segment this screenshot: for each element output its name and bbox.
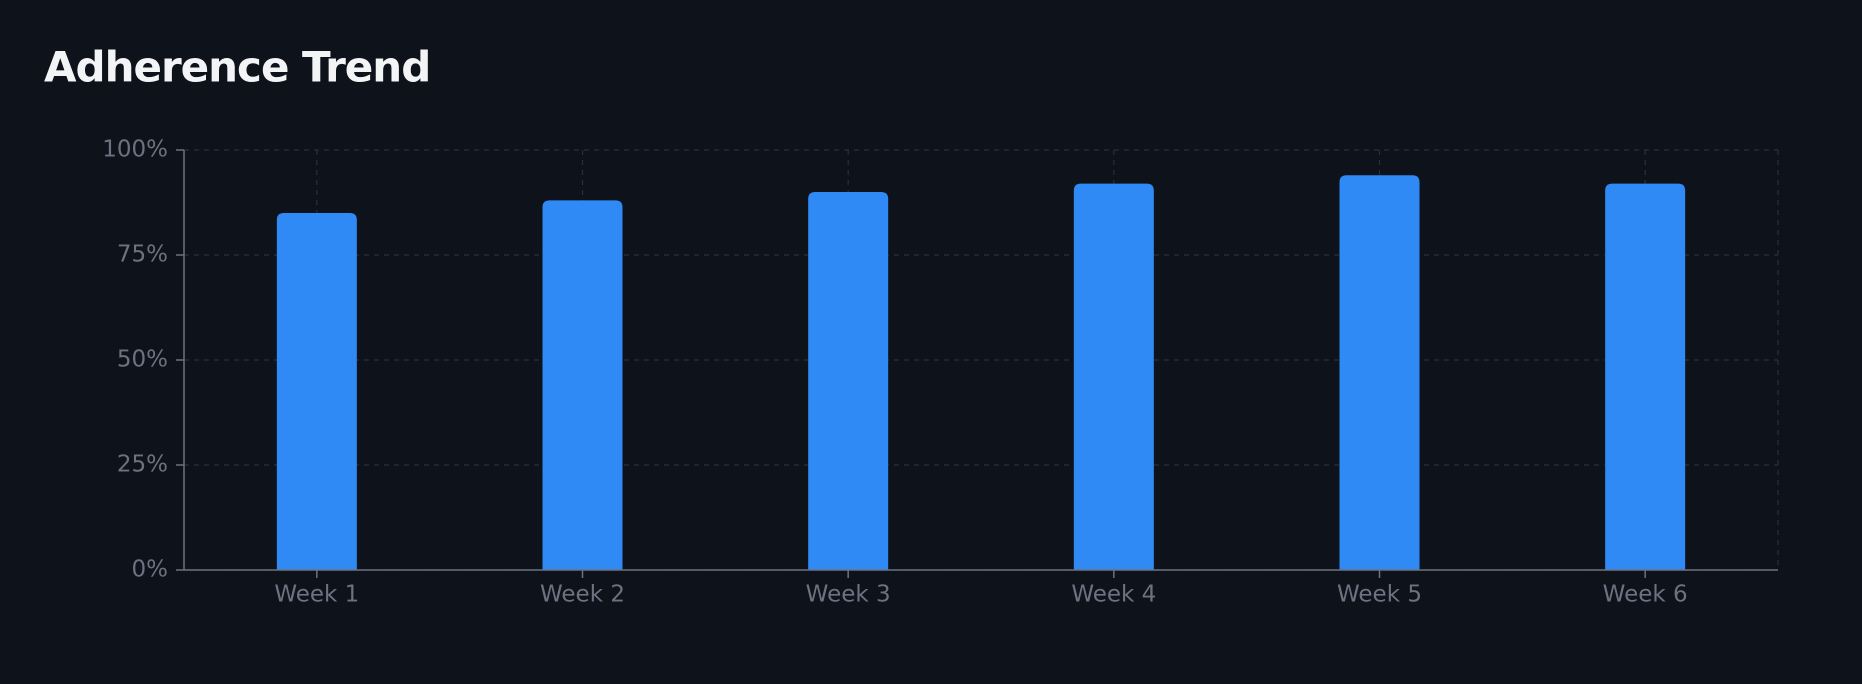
y-tick-label: 50%	[117, 347, 168, 373]
bar	[276, 213, 357, 570]
y-tick-label: 75%	[117, 242, 168, 268]
y-tick-label: 100%	[102, 137, 168, 163]
bar	[1605, 183, 1686, 570]
y-tick-label: 25%	[117, 452, 168, 478]
bar	[808, 192, 889, 570]
y-tick-label: 0%	[132, 557, 169, 583]
x-tick-label: Week 5	[1337, 582, 1422, 608]
chart-title: Adherence Trend	[44, 43, 430, 92]
bar	[1073, 183, 1154, 570]
x-tick-label: Week 3	[806, 582, 891, 608]
bar	[1339, 175, 1420, 570]
x-tick-label: Week 6	[1603, 582, 1688, 608]
x-tick-label: Week 4	[1071, 582, 1156, 608]
x-tick-label: Week 1	[274, 582, 359, 608]
x-tick-label: Week 2	[540, 582, 625, 608]
bar	[542, 200, 623, 570]
